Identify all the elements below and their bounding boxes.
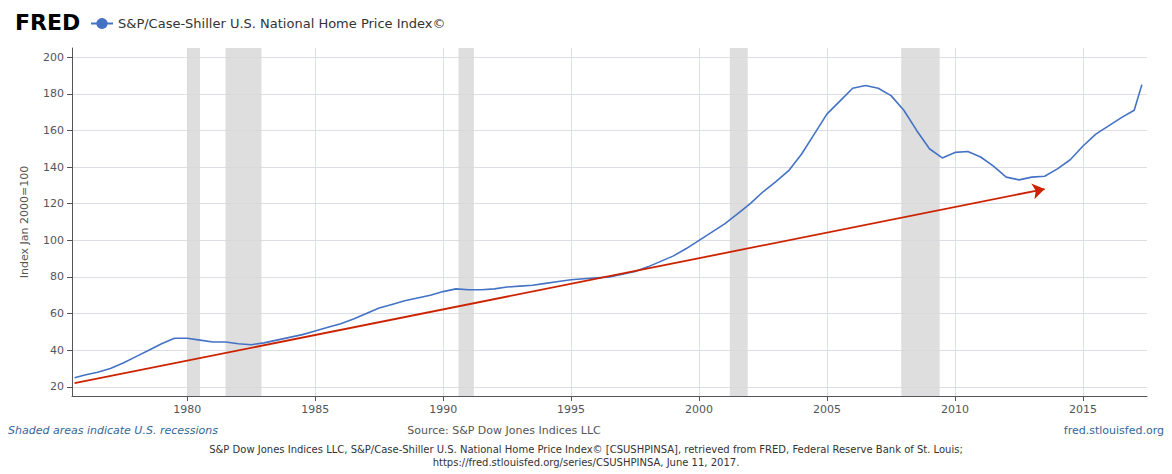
svg-text:https://fred.stlouisfed.org/se: https://fred.stlouisfed.org/series/CSUSH…	[433, 457, 740, 468]
svg-text:20: 20	[50, 380, 64, 393]
svg-text:140: 140	[43, 161, 64, 174]
svg-text:Index Jan 2000=100: Index Jan 2000=100	[18, 166, 31, 278]
svg-text:S&P/Case-Shiller U.S. National: S&P/Case-Shiller U.S. National Home Pric…	[118, 16, 446, 31]
svg-text:Shaded areas indicate U.S. rec: Shaded areas indicate U.S. recessions	[8, 424, 218, 437]
svg-text:40: 40	[50, 344, 64, 357]
svg-text:200: 200	[43, 51, 64, 64]
svg-text:1995: 1995	[557, 403, 585, 416]
svg-text:S&P Dow Jones Indices LLC, S&P: S&P Dow Jones Indices LLC, S&P/Case-Shil…	[209, 444, 963, 455]
svg-text:fred.stlouisfed.org: fred.stlouisfed.org	[1064, 424, 1164, 437]
svg-text:FRED: FRED	[15, 10, 80, 35]
svg-text:160: 160	[43, 124, 64, 137]
svg-text:1985: 1985	[301, 403, 329, 416]
svg-text:80: 80	[50, 270, 64, 283]
svg-text:2000: 2000	[685, 403, 713, 416]
svg-text:1990: 1990	[429, 403, 457, 416]
svg-text:100: 100	[43, 234, 64, 247]
svg-text:120: 120	[43, 197, 64, 210]
svg-text:1980: 1980	[173, 403, 201, 416]
svg-text:60: 60	[50, 307, 64, 320]
svg-text:2010: 2010	[941, 403, 969, 416]
svg-text:2005: 2005	[813, 403, 841, 416]
svg-text:Source: S&P Dow Jones Indices: Source: S&P Dow Jones Indices LLC	[407, 424, 601, 437]
svg-text:2015: 2015	[1069, 403, 1097, 416]
svg-text:180: 180	[43, 87, 64, 100]
